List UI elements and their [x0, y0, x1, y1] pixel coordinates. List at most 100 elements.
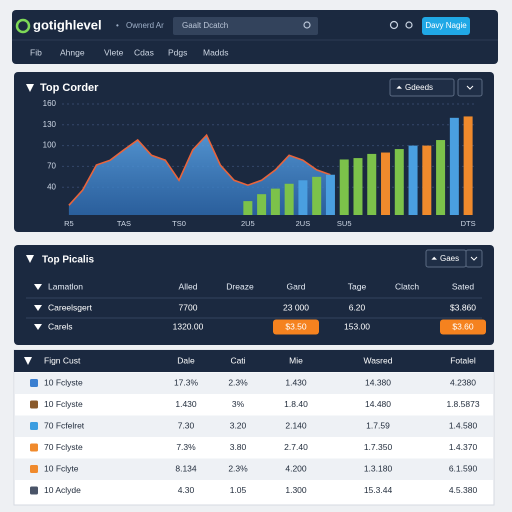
row-icon: [30, 486, 38, 495]
search-box[interactable]: [173, 17, 318, 35]
cell: 4.5.380: [449, 485, 478, 495]
cell: 1.430: [285, 377, 307, 387]
caret-icon: [466, 85, 474, 90]
cell: 7700: [179, 302, 198, 312]
bar: [298, 180, 308, 215]
brand: gotighlevel: [33, 17, 102, 32]
bar: [312, 176, 322, 215]
cell: 4.30: [178, 485, 195, 495]
primary-button[interactable]: [422, 17, 470, 35]
cell: 70 Fclyste: [44, 442, 83, 452]
bar: [436, 140, 446, 215]
cell: 1.4.580: [449, 420, 478, 430]
cell: Carels: [48, 321, 73, 331]
table-header: [14, 350, 494, 372]
row-stripe: [15, 415, 493, 437]
data-table: Fign Cust Dale Cati Mie Wasred Fotalel 10 Fcly…: [15, 355, 493, 495]
cell: 14.380: [365, 377, 391, 387]
cell: 2.3%: [228, 463, 248, 473]
cell: 6.20: [349, 302, 366, 312]
nav-tab[interactable]: Madds: [203, 47, 229, 57]
bar: [325, 174, 335, 215]
caret-icon: [470, 256, 478, 261]
nav-tab[interactable]: Vlete: [104, 47, 124, 57]
y-tick-label: 100: [43, 141, 57, 150]
primary-button-label: Davy Nagie: [425, 21, 467, 30]
panel-icon: [24, 357, 32, 365]
cell: 3.80: [230, 442, 247, 452]
column-header: Mie: [289, 355, 303, 365]
cell: $3.50: [285, 321, 307, 331]
bar: [284, 183, 294, 215]
cell: 1.8.5873: [446, 399, 479, 409]
nav-tab[interactable]: Fib: [30, 47, 42, 57]
bar: [463, 116, 473, 215]
cell: 10 Fclyste: [44, 399, 83, 409]
row-icon: [30, 400, 38, 409]
table-panel: [14, 245, 494, 345]
notify-icon[interactable]: [405, 21, 413, 29]
column-header: Gard: [287, 281, 306, 291]
nav-tab[interactable]: Cdas: [134, 47, 154, 57]
column-header: Fign Cust: [44, 355, 81, 365]
row-stripe: [15, 372, 493, 394]
bar: [367, 153, 377, 215]
x-tick-label: 2US: [296, 219, 311, 228]
cell: 17.3%: [174, 377, 199, 387]
column-header: Clatch: [395, 281, 419, 291]
highlight-pill: [440, 319, 486, 335]
nav-tab[interactable]: Pdgs: [168, 47, 187, 57]
column-header: Dreaze: [226, 281, 254, 291]
cell: 2.7.40: [284, 442, 308, 452]
cell: 1.05: [230, 485, 247, 495]
top-table: Lamatlon Alled Dreaze Gard Tage Clatch Sated Ca…: [34, 281, 486, 335]
bar: [243, 201, 253, 215]
cell: $3.860: [450, 302, 476, 312]
row-icon: [30, 422, 38, 430]
nav-bar: [12, 10, 498, 64]
cell: 7.30: [178, 420, 195, 430]
cell: 1.7.59: [366, 420, 390, 430]
cell: 3%: [232, 399, 245, 409]
bar: [408, 145, 418, 215]
search-placeholder: Gaalt Dcatch: [182, 21, 228, 30]
row-icon: [30, 443, 38, 452]
bar: [422, 145, 432, 215]
column-header: Fotalel: [450, 355, 476, 365]
filter-button[interactable]: [389, 78, 455, 97]
cell: 1320.00: [173, 321, 204, 331]
x-tick-label: SU5: [337, 219, 352, 228]
x-tick-label: TAS: [117, 219, 131, 228]
chart: 40 70 100 130 160 R5 TAS TS0 2U5 2US SU5 DTS: [43, 99, 476, 228]
cell: $3.60: [452, 321, 474, 331]
y-tick-label: 70: [47, 162, 56, 171]
y-tick-label: 130: [43, 120, 57, 129]
context: Ownerd Ar: [126, 21, 164, 30]
row-icon: [30, 465, 38, 473]
settings-icon[interactable]: [389, 20, 399, 30]
cell: 15.3.44: [364, 485, 393, 495]
cell: 4.200: [285, 463, 307, 473]
column-header: Cati: [230, 355, 245, 365]
cell: 3.20: [230, 420, 247, 430]
column-header: Dale: [177, 355, 195, 365]
tabs: Fib Ahnge Vlete Cdas Pdgs Madds: [30, 47, 229, 57]
column-header: Wasred: [364, 355, 393, 365]
x-tick-label: TS0: [172, 219, 186, 228]
row-icon: [30, 379, 38, 387]
cell: 10 Fclyte: [44, 463, 79, 473]
cell: 10 Aclyde: [44, 485, 81, 495]
column-header: Sated: [452, 281, 474, 291]
nav-tab[interactable]: Ahnge: [60, 47, 85, 57]
panel-button-icon: ⏶: [431, 254, 438, 263]
y-tick-label: 40: [47, 182, 56, 191]
bar: [270, 188, 280, 215]
panel-caret[interactable]: [465, 249, 483, 268]
filter-caret[interactable]: [457, 78, 483, 97]
bar: [257, 194, 267, 215]
x-tick-label: R5: [64, 219, 74, 228]
row-icon: [34, 324, 42, 330]
cell: 2.140: [285, 420, 307, 430]
area-line: [68, 133, 331, 206]
